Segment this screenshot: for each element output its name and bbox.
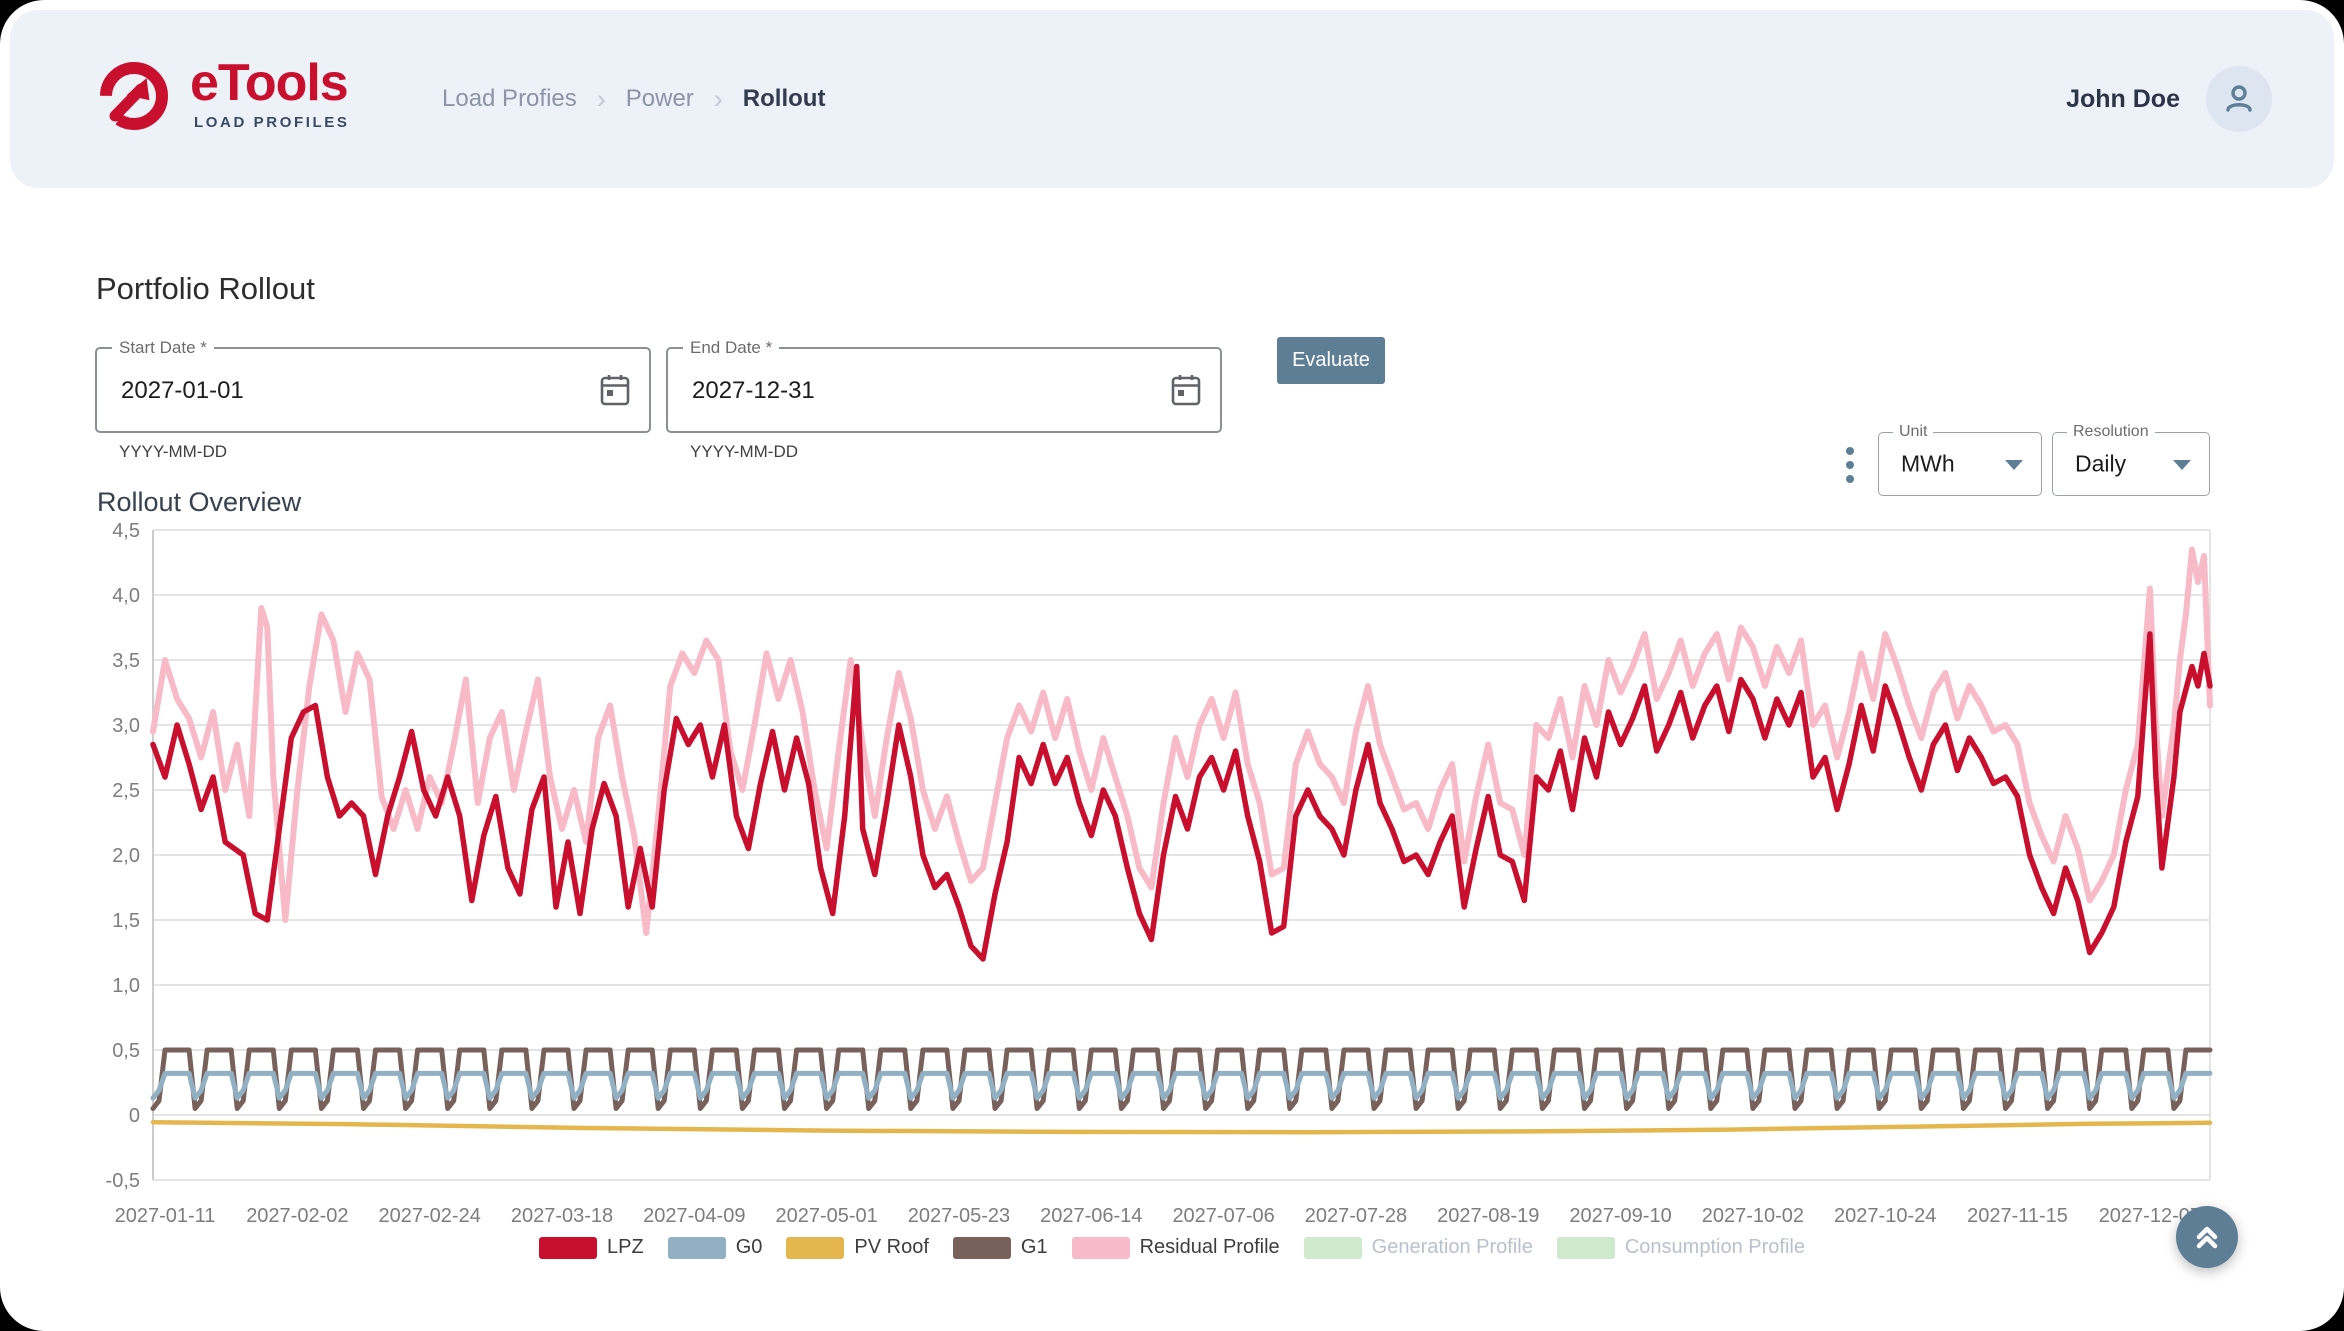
svg-text:2,0: 2,0 bbox=[112, 845, 140, 867]
svg-text:2027-10-24: 2027-10-24 bbox=[1834, 1205, 1936, 1227]
svg-text:0: 0 bbox=[129, 1105, 140, 1127]
legend-item-g0[interactable]: G0 bbox=[668, 1236, 763, 1259]
svg-text:2027-07-28: 2027-07-28 bbox=[1305, 1205, 1407, 1227]
svg-text:2027-09-10: 2027-09-10 bbox=[1569, 1205, 1671, 1227]
svg-text:3,0: 3,0 bbox=[112, 715, 140, 737]
double-chevron-up-icon bbox=[2190, 1220, 2224, 1254]
svg-text:2027-03-18: 2027-03-18 bbox=[511, 1205, 613, 1227]
svg-text:3,5: 3,5 bbox=[112, 650, 140, 672]
legend-item-generation-profile[interactable]: Generation Profile bbox=[1304, 1236, 1533, 1259]
legend-label: Generation Profile bbox=[1372, 1236, 1533, 1259]
svg-text:2027-05-01: 2027-05-01 bbox=[775, 1205, 877, 1227]
legend-swatch bbox=[786, 1237, 844, 1259]
svg-text:0,5: 0,5 bbox=[112, 1040, 140, 1062]
legend-label: G1 bbox=[1021, 1236, 1048, 1259]
chart-legend: LPZ G0 PV Roof G1 Residual Profile Generation… bbox=[0, 1236, 2344, 1259]
rollout-chart-plot[interactable]: 4,5 4,0 3,5 3,0 2,5 2,0 1,5 1,0 0,5 0 -0,5 2027-01-… bbox=[0, 0, 2344, 1331]
svg-text:2027-05-23: 2027-05-23 bbox=[908, 1205, 1010, 1227]
legend-item-residual-profile[interactable]: Residual Profile bbox=[1072, 1236, 1280, 1259]
legend-item-consumption-profile[interactable]: Consumption Profile bbox=[1557, 1236, 1805, 1259]
svg-text:2027-02-24: 2027-02-24 bbox=[379, 1205, 481, 1227]
svg-text:2027-11-15: 2027-11-15 bbox=[1967, 1205, 2068, 1227]
legend-label: Residual Profile bbox=[1140, 1236, 1280, 1259]
svg-text:2027-01-11: 2027-01-11 bbox=[115, 1205, 216, 1227]
svg-text:2027-06-14: 2027-06-14 bbox=[1040, 1205, 1142, 1227]
svg-text:4,0: 4,0 bbox=[112, 585, 140, 607]
legend-swatch bbox=[1304, 1237, 1362, 1259]
svg-text:2027-08-19: 2027-08-19 bbox=[1437, 1205, 1539, 1227]
legend-label: G0 bbox=[736, 1236, 763, 1259]
legend-swatch bbox=[1072, 1237, 1130, 1259]
legend-item-lpz[interactable]: LPZ bbox=[539, 1236, 644, 1259]
svg-text:4,5: 4,5 bbox=[112, 520, 140, 542]
app-window: eTools LOAD PROFILES Load Profies › Powe… bbox=[0, 0, 2344, 1331]
legend-item-g1[interactable]: G1 bbox=[953, 1236, 1048, 1259]
svg-text:1,0: 1,0 bbox=[112, 975, 140, 997]
legend-swatch bbox=[539, 1237, 597, 1259]
svg-text:1,5: 1,5 bbox=[112, 910, 140, 932]
legend-swatch bbox=[668, 1237, 726, 1259]
svg-text:-0,5: -0,5 bbox=[106, 1170, 140, 1192]
svg-text:2027-04-09: 2027-04-09 bbox=[643, 1205, 745, 1227]
legend-swatch bbox=[1557, 1237, 1615, 1259]
legend-swatch bbox=[953, 1237, 1011, 1259]
legend-item-pv-roof[interactable]: PV Roof bbox=[786, 1236, 928, 1259]
svg-text:2027-02-02: 2027-02-02 bbox=[246, 1205, 348, 1227]
legend-label: PV Roof bbox=[854, 1236, 928, 1259]
svg-text:2,5: 2,5 bbox=[112, 780, 140, 802]
legend-label: LPZ bbox=[607, 1236, 644, 1259]
scroll-to-top-button[interactable] bbox=[2176, 1206, 2238, 1268]
svg-text:2027-10-02: 2027-10-02 bbox=[1702, 1205, 1804, 1227]
svg-text:2027-07-06: 2027-07-06 bbox=[1172, 1205, 1274, 1227]
legend-label: Consumption Profile bbox=[1625, 1236, 1805, 1259]
